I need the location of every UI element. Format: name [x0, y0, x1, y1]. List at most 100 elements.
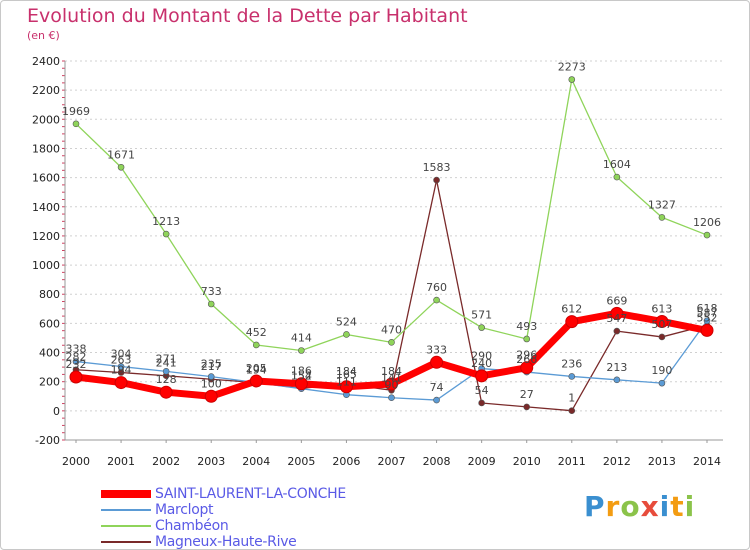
- y-tick-label: 1000: [32, 259, 60, 272]
- logo-letter: t: [670, 490, 685, 523]
- legend-item: Magneux-Haute-Rive: [101, 534, 346, 550]
- data-label: 141: [381, 371, 402, 384]
- chart-subtitle: (en €): [27, 29, 60, 42]
- data-point: [703, 231, 711, 239]
- data-point: [117, 363, 125, 370]
- data-point: [658, 379, 666, 387]
- data-point: [207, 373, 215, 380]
- data-label: 1969: [62, 105, 90, 118]
- data-label: 263: [111, 354, 132, 367]
- legend-label: SAINT-LAURENT-LA-CONCHE: [155, 486, 346, 502]
- data-label: 1327: [648, 198, 676, 211]
- axis-layer: -200 0 200 400 600 800 1000 1200 1400 1600 1800 200…: [32, 55, 723, 468]
- x-tick-label: 2004: [242, 455, 270, 468]
- data-point: [565, 315, 579, 329]
- y-tick-label: 0: [53, 405, 60, 418]
- data-label: 271: [156, 352, 177, 365]
- data-label: 236: [561, 357, 582, 370]
- data-point: [388, 339, 395, 346]
- data-point: [117, 163, 125, 171]
- proxiti-logo: Proxiti: [584, 490, 695, 523]
- data-point: [385, 377, 398, 391]
- data-label: 27: [520, 388, 534, 401]
- x-tick-label: 2001: [107, 455, 135, 468]
- data-label: 1671: [107, 148, 135, 161]
- y-tick-label: 2200: [32, 84, 60, 97]
- x-tick-label: 2003: [197, 455, 225, 468]
- data-label: 232: [66, 358, 87, 371]
- legend-label: Magneux-Haute-Rive: [155, 534, 297, 550]
- data-label: 587: [697, 306, 718, 319]
- data-label: 304: [111, 348, 132, 361]
- data-label: 1206: [693, 216, 721, 229]
- data-point: [69, 370, 83, 384]
- data-label: 194: [111, 364, 132, 377]
- y-tick-label: 1200: [32, 230, 60, 243]
- data-label: 571: [471, 309, 492, 322]
- y-tick-label: 2000: [32, 113, 60, 126]
- data-label: 54: [475, 384, 489, 397]
- data-label: 338: [66, 343, 87, 356]
- data-label: 152: [291, 370, 312, 383]
- data-label: 282: [66, 351, 87, 364]
- data-label: 241: [156, 357, 177, 370]
- x-tick-label: 2008: [423, 455, 451, 468]
- data-point: [339, 380, 353, 394]
- data-label: 669: [606, 294, 627, 307]
- data-label: 100: [201, 377, 222, 390]
- data-point: [249, 374, 263, 388]
- x-tick-label: 2009: [468, 455, 496, 468]
- logo-letter: P: [584, 490, 606, 523]
- data-point: [388, 394, 395, 402]
- data-label: 205: [246, 362, 267, 375]
- data-point: [433, 396, 440, 404]
- y-tick-label: 2400: [32, 55, 60, 68]
- x-tick-label: 2002: [152, 455, 180, 468]
- data-label: 507: [651, 318, 672, 331]
- y-tick-label: 1400: [32, 201, 60, 214]
- data-label: 493: [516, 320, 537, 333]
- data-point: [252, 341, 260, 349]
- data-point: [162, 230, 170, 238]
- legend-label: Marclopt: [155, 502, 214, 518]
- legend-swatch: [101, 525, 151, 527]
- legend-label: Chambéon: [155, 518, 229, 534]
- data-label: 111: [336, 376, 357, 389]
- legend-swatch: [101, 490, 151, 498]
- legend-item: SAINT-LAURENT-LA-CONCHE: [101, 486, 346, 502]
- data-label: 470: [381, 323, 402, 336]
- y-tick-label: -200: [35, 434, 60, 447]
- data-label: 194: [246, 364, 267, 377]
- logo-letter: o: [620, 490, 641, 523]
- data-point: [475, 369, 489, 383]
- legend: SAINT-LAURENT-LA-CONCHE Marclopt Chambéon M…: [101, 486, 346, 550]
- data-label: 1583: [423, 161, 451, 174]
- data-point: [523, 335, 531, 343]
- data-label: 760: [426, 281, 447, 294]
- data-point: [658, 214, 666, 221]
- series-layer: [69, 76, 714, 415]
- data-label: 552: [697, 311, 718, 324]
- data-label: 213: [606, 361, 627, 374]
- data-point: [658, 333, 666, 341]
- data-label: 296: [516, 349, 537, 362]
- data-point: [523, 403, 531, 411]
- data-label: 524: [336, 315, 357, 328]
- data-label: 613: [651, 302, 672, 315]
- data-point: [433, 296, 440, 304]
- y-tick-label: 600: [39, 317, 60, 330]
- data-point: [159, 385, 173, 399]
- data-point: [162, 368, 170, 375]
- x-tick-label: 2012: [603, 455, 631, 468]
- data-point: [478, 324, 485, 331]
- data-label: 290: [471, 350, 492, 363]
- data-point: [430, 355, 444, 369]
- logo-letter: i: [659, 490, 671, 523]
- data-point: [568, 373, 576, 380]
- data-label: 1604: [603, 158, 631, 171]
- data-point: [655, 314, 669, 328]
- legend-item: Marclopt: [101, 502, 346, 518]
- x-tick-label: 2005: [287, 455, 315, 468]
